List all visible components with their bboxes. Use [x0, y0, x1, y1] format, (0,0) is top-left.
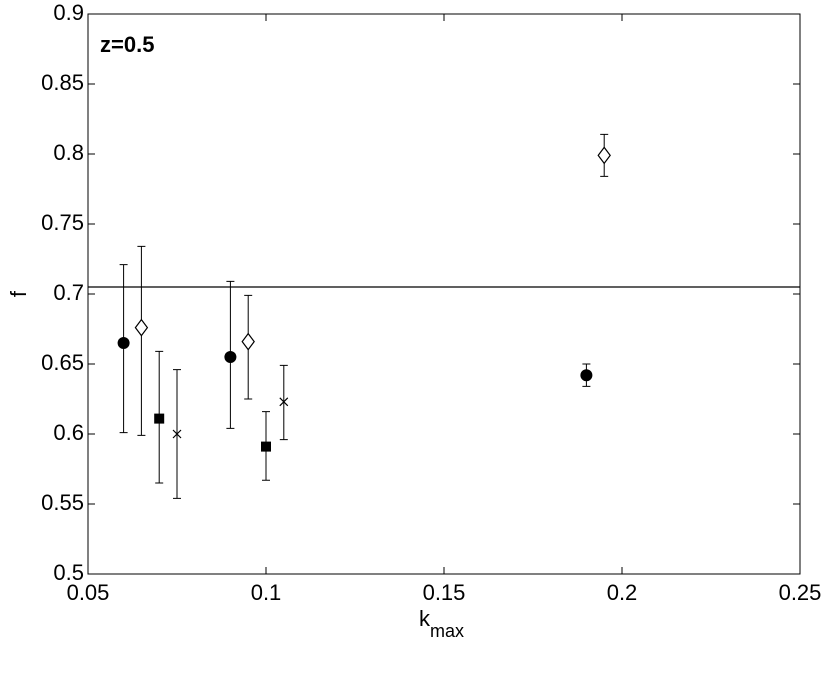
y-tick-label: 0.85 — [41, 70, 84, 95]
point — [597, 146, 611, 165]
point — [172, 429, 182, 439]
x-tick-label: 0.25 — [779, 580, 822, 605]
x-axis-label-subscript: max — [430, 621, 464, 641]
point — [261, 441, 271, 452]
point — [154, 413, 165, 424]
annotation: z=0.5 — [100, 32, 154, 57]
point — [224, 351, 237, 363]
x-tick-label: 0.1 — [251, 580, 282, 605]
y-tick-label: 0.7 — [53, 280, 84, 305]
y-tick-label: 0.9 — [53, 0, 84, 25]
point — [117, 337, 130, 349]
x-tick-label: 0.2 — [607, 580, 638, 605]
x-axis-label: k — [419, 606, 431, 631]
y-tick-label: 0.8 — [53, 140, 84, 165]
error-bar — [137, 245, 146, 436]
y-tick-label: 0.55 — [41, 490, 84, 515]
point — [241, 332, 255, 351]
y-tick-label: 0.5 — [53, 560, 84, 585]
x-tick-label: 0.15 — [423, 580, 466, 605]
point — [134, 318, 149, 337]
x-tick-label: 0.05 — [67, 580, 110, 605]
point — [279, 397, 289, 407]
plot-frame — [87, 13, 801, 575]
y-tick-label: 0.6 — [53, 420, 84, 445]
y-tick-label: 0.75 — [41, 210, 84, 235]
point — [580, 369, 593, 382]
y-tick-label: 0.65 — [41, 350, 84, 375]
y-axis-label: f — [6, 290, 31, 297]
